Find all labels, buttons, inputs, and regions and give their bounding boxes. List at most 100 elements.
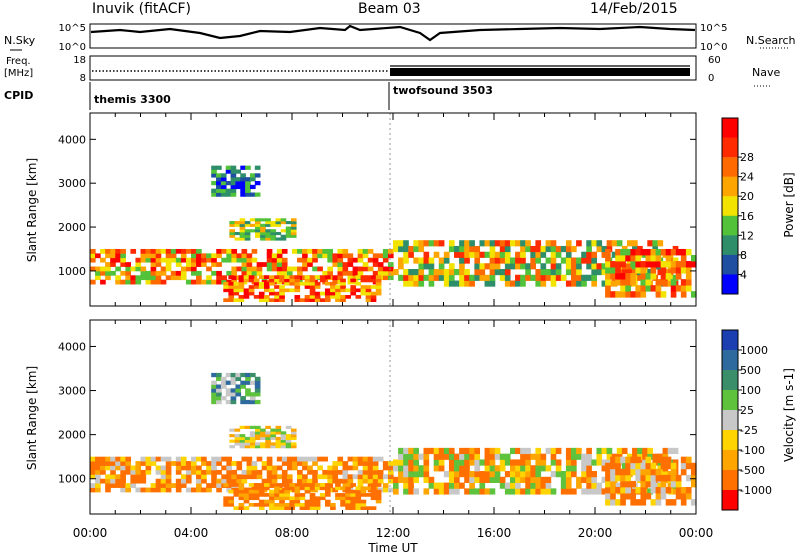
echo-cell xyxy=(275,439,282,443)
echo-cell xyxy=(555,465,562,472)
echo-cell xyxy=(362,262,369,267)
echo-cell xyxy=(347,253,354,259)
echo-cell xyxy=(509,488,516,495)
echo-cell xyxy=(454,465,460,472)
echo-cell xyxy=(309,295,316,299)
echo-cell xyxy=(95,483,101,488)
echo-cell xyxy=(135,474,142,480)
echo-cell xyxy=(233,298,240,303)
echo-cell xyxy=(469,251,475,258)
echo-cell xyxy=(398,257,404,264)
power-y-tick-label: 2000 xyxy=(58,221,86,234)
echo-cell xyxy=(231,478,238,484)
echo-cell xyxy=(375,275,382,279)
echo-cell xyxy=(660,248,667,256)
echo-cell xyxy=(135,262,142,267)
echo-cell xyxy=(255,428,261,432)
echo-cell xyxy=(280,234,287,238)
echo-cell xyxy=(377,253,384,259)
echo-cell xyxy=(408,447,414,455)
echo-cell xyxy=(245,376,251,382)
echo-cell xyxy=(236,257,243,263)
echo-cell xyxy=(350,502,357,507)
echo-cell xyxy=(545,274,552,281)
echo-cell xyxy=(290,442,297,446)
echo-cell xyxy=(610,291,616,298)
echo-cell xyxy=(474,488,481,495)
echo-cell xyxy=(464,257,470,264)
echo-cell xyxy=(150,266,157,272)
noise-right-tick-bottom: 10^0 xyxy=(700,42,727,53)
echo-cell xyxy=(230,399,237,405)
echo-cell xyxy=(216,372,222,378)
echo-cell xyxy=(652,240,659,247)
echo-cell xyxy=(160,248,167,254)
echo-cell xyxy=(175,483,182,488)
echo-cell xyxy=(340,499,346,504)
echo-cell xyxy=(125,270,131,276)
echo-cell xyxy=(294,499,301,504)
echo-cell xyxy=(312,478,318,484)
echo-cell xyxy=(680,261,687,268)
echo-cell xyxy=(621,447,628,455)
echo-cell xyxy=(540,465,547,472)
echo-cell xyxy=(499,240,506,247)
echo-cell xyxy=(660,267,667,274)
echo-cell xyxy=(302,262,308,267)
echo-cell xyxy=(620,285,626,292)
echo-cell xyxy=(342,478,349,484)
echo-cell xyxy=(309,483,316,487)
echo-cell xyxy=(285,445,292,449)
echo-cell xyxy=(645,474,652,482)
echo-cell xyxy=(332,275,339,281)
echo-cell xyxy=(540,268,547,276)
echo-cell xyxy=(180,465,187,471)
echo-cell xyxy=(90,248,96,254)
echo-cell xyxy=(355,499,362,504)
echo-cell xyxy=(615,456,621,464)
echo-cell xyxy=(185,266,192,272)
echo-cell xyxy=(223,483,229,487)
echo-cell xyxy=(667,482,674,489)
echo-cell xyxy=(120,469,126,475)
echo-cell xyxy=(375,285,382,289)
echo-cell xyxy=(258,291,265,296)
echo-cell xyxy=(297,478,303,484)
echo-cell xyxy=(504,280,511,287)
echo-cell xyxy=(266,461,273,466)
echo-cell xyxy=(211,474,217,480)
echo-cell xyxy=(630,255,636,262)
echo-cell xyxy=(640,499,647,506)
echo-cell xyxy=(246,461,253,466)
echo-cell xyxy=(459,482,465,489)
echo-cell xyxy=(571,280,577,287)
echo-cell xyxy=(484,453,491,460)
echo-cell xyxy=(290,226,297,230)
echo-cell xyxy=(180,483,187,488)
echo-cell xyxy=(274,502,280,507)
echo-cell xyxy=(206,487,212,493)
echo-cell xyxy=(302,461,308,466)
echo-cell xyxy=(620,486,626,494)
echo-cell xyxy=(324,502,331,507)
echo-cell xyxy=(263,285,270,289)
echo-cell xyxy=(620,273,626,280)
echo-cell xyxy=(640,261,647,268)
echo-cell xyxy=(269,298,275,303)
echo-cell xyxy=(530,488,536,495)
echo-cell xyxy=(670,468,677,476)
echo-cell xyxy=(226,253,232,259)
echo-cell xyxy=(499,459,506,466)
echo-cell xyxy=(265,221,271,225)
echo-cell xyxy=(309,281,316,286)
echo-cell xyxy=(280,218,287,222)
echo-cell xyxy=(393,459,399,466)
echo-cell xyxy=(253,489,260,494)
colorbar-tick-label: 28 xyxy=(740,151,754,164)
echo-cell xyxy=(255,431,261,435)
echo-cell xyxy=(630,291,636,298)
echo-cell xyxy=(285,221,292,225)
echo-cell xyxy=(362,456,369,462)
echo-cell xyxy=(243,499,250,504)
